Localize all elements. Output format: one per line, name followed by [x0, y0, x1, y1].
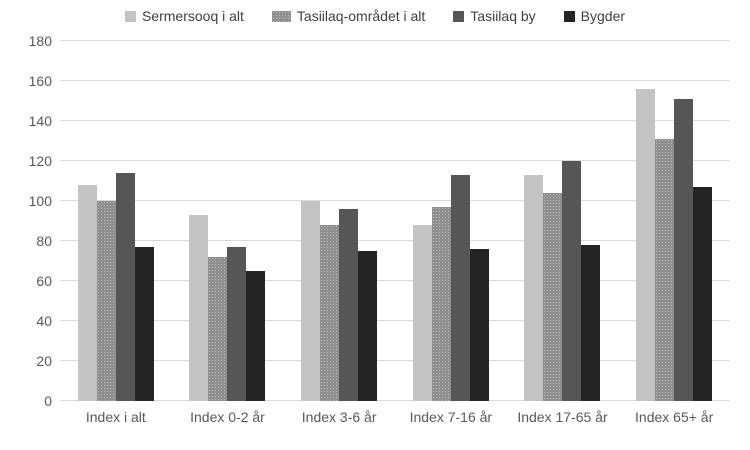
bar-bygder-4 [469, 249, 489, 401]
bar-tasiilaq-by-4 [450, 175, 470, 401]
bar-sermersooq-i-alt-4 [412, 225, 432, 401]
bar-group-6 [618, 41, 730, 401]
legend-label: Sermersooq i alt [141, 8, 244, 24]
gridline-140 [60, 120, 730, 121]
gridline-60 [60, 280, 730, 281]
bar-sermersooq-i-alt-6 [636, 89, 656, 401]
y-axis-tick-label: 120 [28, 153, 52, 169]
y-axis-tick-label: 20 [36, 353, 52, 369]
bar-bygder-1 [134, 247, 154, 401]
bar-tasiilaq-by-1 [115, 173, 135, 401]
bar-tasiilaq-omr-det-i-alt-1 [96, 201, 116, 401]
gridline-180 [60, 40, 730, 41]
gridline-160 [60, 80, 730, 81]
bar-tasiilaq-omr-det-i-alt-6 [655, 139, 675, 401]
x-axis-category-label: Index 3-6 år [301, 409, 377, 425]
bar-bygder-2 [246, 271, 266, 401]
x-axis-category-label: Index 65+ år [635, 409, 714, 425]
bar-tasiilaq-omr-det-i-alt-4 [431, 207, 451, 401]
y-axis-tick-label: 0 [44, 393, 52, 409]
gridline-120 [60, 160, 730, 161]
bar-group-4 [395, 41, 507, 401]
legend-marker-icon [124, 10, 136, 22]
y-axis-tick-label: 60 [36, 273, 52, 289]
bar-tasiilaq-omr-det-i-alt-2 [208, 257, 228, 401]
y-axis-tick-label: 80 [36, 233, 52, 249]
legend-label: Tasiilaq-området i alt [296, 8, 426, 24]
gridline-0 [60, 400, 730, 401]
x-axis-category-label: Index i alt [85, 409, 146, 425]
gridline-80 [60, 240, 730, 241]
x-axis-category-label: Index 7-16 år [409, 409, 493, 425]
bar-bygder-5 [581, 245, 601, 401]
plot-area [60, 40, 730, 401]
legend-marker-icon [563, 10, 575, 22]
gridline-40 [60, 320, 730, 321]
legend-item-3: Tasiilaq by [453, 8, 536, 24]
y-axis-tick-label: 160 [28, 73, 52, 89]
bar-tasiilaq-omr-det-i-alt-5 [543, 193, 563, 401]
chart-legend: Sermersooq i alt Tasiilaq-området i alt Ta… [0, 8, 750, 24]
x-axis-category-label: Index 0-2 år [190, 409, 265, 425]
bar-tasiilaq-by-6 [674, 99, 694, 401]
y-axis-tick-label: 180 [28, 33, 52, 49]
bar-tasiilaq-by-3 [339, 209, 359, 401]
bar-tasiilaq-omr-det-i-alt-3 [320, 225, 340, 401]
legend-item-1: Sermersooq i alt [124, 8, 244, 24]
y-axis-tick-label: 100 [28, 193, 52, 209]
bar-group-1 [60, 41, 172, 401]
y-axis-tick-label: 140 [28, 113, 52, 129]
bar-bygder-3 [358, 251, 378, 401]
gridline-100 [60, 200, 730, 201]
legend-item-2: Tasiilaq-området i alt [271, 8, 426, 24]
legend-label: Tasiilaq by [470, 8, 536, 24]
x-axis-category-label: Index 17-65 år [517, 409, 608, 425]
bar-bygder-6 [693, 187, 713, 401]
bar-tasiilaq-by-2 [227, 247, 247, 401]
bar-sermersooq-i-alt-3 [301, 201, 321, 401]
gridline-20 [60, 360, 730, 361]
bar-sermersooq-i-alt-1 [77, 185, 97, 401]
bar-tasiilaq-by-5 [562, 161, 582, 401]
legend-item-4: Bygder [563, 8, 626, 24]
legend-marker-icon [453, 10, 465, 22]
bar-sermersooq-i-alt-5 [524, 175, 544, 401]
bar-group-2 [172, 41, 284, 401]
bar-sermersooq-i-alt-2 [189, 215, 209, 401]
y-axis-tick-label: 40 [36, 313, 52, 329]
bar-group-3 [283, 41, 395, 401]
legend-marker-icon [271, 10, 291, 22]
bar-group-5 [507, 41, 619, 401]
legend-label: Bygder [580, 8, 626, 24]
